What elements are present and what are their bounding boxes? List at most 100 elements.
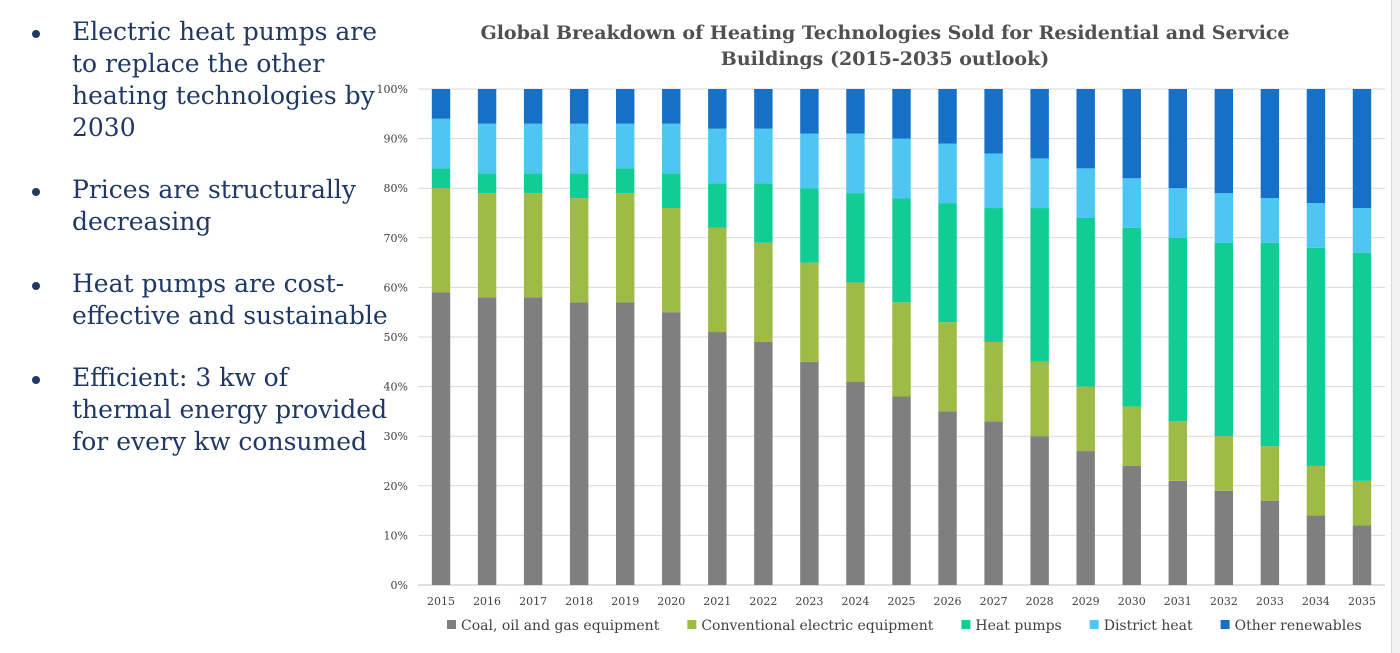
- bar-segment: [938, 89, 957, 144]
- bullet-item: Heat pumps are cost-effective and sustai…: [28, 268, 388, 332]
- bar-segment: [662, 173, 681, 209]
- bar-segment: [1260, 89, 1280, 199]
- bar-segment: [800, 133, 819, 189]
- x-tick-label: 2020: [657, 595, 685, 608]
- bullet-text: Efficient: 3 kw of thermal energy provid…: [72, 363, 388, 456]
- bullet-text: Heat pumps are cost-effective and sustai…: [72, 269, 388, 330]
- bar-segment: [1352, 525, 1372, 585]
- bar-segment: [477, 123, 497, 174]
- bar-segment: [708, 89, 727, 129]
- bar-segment: [523, 123, 543, 174]
- legend-label: Coal, oil and gas equipment: [461, 618, 660, 634]
- y-tick-label: 100%: [377, 83, 408, 96]
- bar-segment: [1306, 203, 1326, 248]
- bar-segment: [984, 208, 1003, 342]
- bar-segment: [708, 183, 727, 228]
- bullet-text: Electric heat pumps are to replace the o…: [72, 17, 378, 142]
- bar-segment: [1352, 480, 1372, 526]
- bar-segment: [1214, 193, 1234, 243]
- bar-segment: [708, 128, 727, 184]
- bar-segment: [938, 322, 957, 412]
- bar-segment: [892, 302, 911, 397]
- bar-segment: [1076, 386, 1095, 452]
- y-tick-label: 40%: [384, 381, 408, 394]
- bar-segment: [754, 183, 773, 243]
- bullet-dot-icon: [32, 188, 40, 196]
- bar-segment: [708, 332, 727, 585]
- bar-segment: [477, 193, 497, 298]
- bar-segment: [800, 361, 819, 585]
- bullet-text: Prices are structurally decreasing: [72, 175, 356, 236]
- y-tick-label: 10%: [384, 529, 408, 542]
- bar-segment: [984, 341, 1003, 422]
- bar-segment: [569, 302, 589, 585]
- bar-segment: [523, 173, 543, 194]
- bar-segment: [1076, 168, 1095, 218]
- bullet-dot-icon: [32, 376, 40, 384]
- bar-segment: [1122, 465, 1141, 585]
- bar-segment: [846, 193, 865, 283]
- bar-segment: [569, 123, 589, 174]
- bar-segment: [431, 168, 451, 189]
- x-tick-label: 2029: [1072, 595, 1100, 608]
- bar-segment: [800, 89, 819, 134]
- bar-segment: [846, 89, 865, 134]
- legend-swatch: [687, 620, 697, 629]
- x-tick-label: 2035: [1348, 595, 1376, 608]
- bar-segment: [523, 297, 543, 585]
- bar-segment: [846, 133, 865, 194]
- bar-segment: [1168, 89, 1187, 189]
- bar-segment: [569, 198, 589, 303]
- x-tick-label: 2016: [473, 595, 501, 608]
- bar-segment: [1030, 208, 1049, 362]
- bar-segment: [477, 297, 497, 585]
- bar-segment: [1260, 500, 1280, 585]
- legend-label: Conventional electric equipment: [701, 618, 933, 634]
- y-tick-label: 50%: [384, 331, 408, 344]
- bar-segment: [431, 292, 451, 585]
- bar-segment: [431, 188, 451, 293]
- bar-segment: [938, 143, 957, 204]
- x-tick-label: 2025: [888, 595, 916, 608]
- x-tick-label: 2021: [703, 595, 731, 608]
- legend-swatch: [1089, 620, 1099, 629]
- bar-segment: [1076, 217, 1095, 387]
- y-tick-label: 80%: [384, 182, 408, 195]
- bar-segment: [892, 198, 911, 303]
- bar-segment: [754, 128, 773, 184]
- bar-segment: [938, 411, 957, 585]
- bar-segment: [1168, 237, 1187, 422]
- x-tick-label: 2030: [1118, 595, 1146, 608]
- bar-segment: [984, 89, 1003, 154]
- x-tick-label: 2033: [1256, 595, 1284, 608]
- bar-segment: [1214, 89, 1234, 194]
- bar-segment: [892, 138, 911, 199]
- x-tick-label: 2034: [1302, 595, 1330, 608]
- x-tick-label: 2018: [565, 595, 593, 608]
- bar-segment: [1214, 490, 1234, 585]
- bar-segment: [754, 242, 773, 342]
- y-tick-label: 0%: [391, 579, 408, 592]
- bar-segment: [800, 188, 819, 263]
- x-tick-label: 2028: [1026, 595, 1054, 608]
- bar-segment: [431, 118, 451, 169]
- bar-segment: [523, 89, 543, 124]
- bar-segment: [1030, 158, 1049, 209]
- bar-segment: [1306, 515, 1326, 585]
- bar-segment: [1030, 89, 1049, 159]
- bar-segment: [1260, 446, 1280, 501]
- x-tick-label: 2026: [934, 595, 962, 608]
- bar-segment: [616, 89, 635, 124]
- bar-segment: [1030, 361, 1049, 437]
- bar-segment: [477, 89, 497, 124]
- bullet-item: Prices are structurally decreasing: [28, 174, 388, 238]
- bullet-dot-icon: [32, 30, 40, 38]
- bar-segment: [1122, 89, 1141, 179]
- bar-segment: [984, 153, 1003, 209]
- bullet-item: Efficient: 3 kw of thermal energy provid…: [28, 362, 388, 458]
- x-tick-label: 2019: [611, 595, 639, 608]
- y-tick-label: 60%: [384, 281, 408, 294]
- bar-segment: [1306, 89, 1326, 204]
- legend-label: Heat pumps: [975, 618, 1061, 634]
